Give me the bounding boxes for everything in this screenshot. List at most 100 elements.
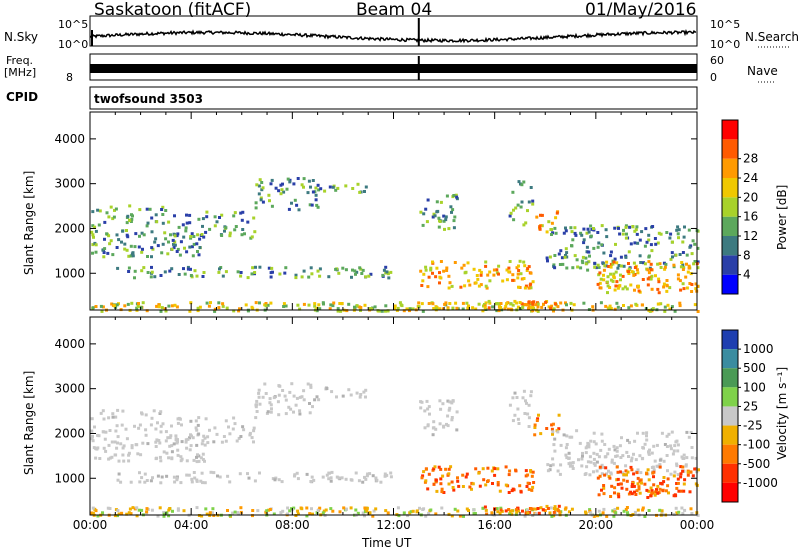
power-echo-cell <box>237 309 241 313</box>
velocity-echo-cell <box>570 507 574 511</box>
velocity-echo-cell <box>546 507 550 510</box>
velocity-echo-cell <box>226 474 230 478</box>
cpid-panel-frame <box>89 86 698 110</box>
power-echo-cell <box>605 260 609 264</box>
velocity-echo-cell <box>607 469 610 473</box>
power-echo-cell <box>127 270 131 273</box>
velocity-echo-cell <box>350 478 354 482</box>
velocity-echo-cell <box>604 466 608 470</box>
power-echo-cell <box>318 267 322 271</box>
power-echo-cell <box>443 227 446 231</box>
velocity-echo-cell <box>646 496 650 499</box>
velocity-echo-cell <box>504 465 508 469</box>
power-echo-cell <box>318 307 322 311</box>
power-echo-cell <box>604 228 608 232</box>
velocity-echo-cell <box>253 479 257 483</box>
power-echo-cell <box>92 235 95 239</box>
velocity-echo-cell <box>450 514 454 518</box>
power-echo-cell <box>442 269 446 273</box>
power-echo-cell <box>609 306 613 310</box>
power-echo-cell <box>94 305 98 308</box>
velocity-echo-cell <box>265 411 269 415</box>
velocity-echo-cell <box>521 509 524 513</box>
velocity-cbar-swatch <box>722 425 738 445</box>
velocity-echo-cell <box>677 510 681 514</box>
power-echo-cell <box>250 235 254 239</box>
velocity-echo-cell <box>309 383 313 387</box>
power-echo-cell <box>640 230 644 234</box>
power-echo-cell <box>551 231 555 235</box>
power-echo-cell <box>627 272 631 275</box>
power-echo-cell <box>609 278 613 282</box>
velocity-echo-cell <box>252 429 256 433</box>
power-echo-cell <box>91 224 95 228</box>
velocity-echo-cell <box>327 471 331 475</box>
velocity-echo-cell <box>551 422 555 426</box>
velocity-echo-cell <box>627 455 630 458</box>
velocity-cbar-swatch <box>722 349 738 369</box>
velocity-echo-cell <box>251 509 255 512</box>
velocity-echo-cell <box>636 468 640 472</box>
velocity-echo-cell <box>690 446 694 449</box>
power-echo-cell <box>678 301 682 305</box>
power-echo-cell <box>481 309 485 313</box>
power-echo-cell <box>531 199 535 203</box>
velocity-echo-cell <box>311 405 314 409</box>
power-echo-cell <box>479 273 483 277</box>
power-echo-cell <box>548 255 552 259</box>
power-echo-cell <box>474 281 478 285</box>
power-echo-cell <box>531 280 535 284</box>
velocity-echo-cell <box>324 508 328 512</box>
power-echo-cell <box>434 275 438 279</box>
power-echo-cell <box>294 273 298 277</box>
velocity-echo-cell <box>170 444 174 448</box>
power-echo-cell <box>396 306 400 310</box>
power-echo-cell <box>355 270 359 274</box>
power-echo-cell <box>622 228 625 232</box>
velocity-echo-cell <box>168 436 172 440</box>
power-echo-cell <box>189 236 193 240</box>
x-tick-label: 12:00 <box>376 518 411 532</box>
power-echo-cell <box>270 204 274 208</box>
velocity-echo-cell <box>531 507 535 511</box>
power-echo-cell <box>218 216 221 219</box>
velocity-echo-cell <box>203 443 207 447</box>
velocity-echo-cell <box>666 484 670 488</box>
velocity-echo-cell <box>342 506 346 510</box>
power-echo-cell <box>520 302 524 306</box>
velocity-echo-cell <box>222 435 226 438</box>
power-echo-cell <box>602 268 606 272</box>
velocity-echo-cell <box>203 436 207 440</box>
velocity-echo-cell <box>666 469 669 473</box>
power-echo-cell <box>431 302 435 306</box>
velocity-echo-cell <box>133 424 136 428</box>
power-echo-cell <box>264 302 268 305</box>
power-echo-cell <box>569 226 573 230</box>
velocity-echo-cell <box>108 507 112 510</box>
velocity-echo-cell <box>697 468 700 472</box>
power-ytick-label: 4000 <box>54 132 85 146</box>
velocity-echo-cell <box>211 507 215 511</box>
power-echo-cell <box>628 267 631 271</box>
power-echo-cell <box>542 302 545 306</box>
power-echo-cell <box>694 282 698 286</box>
power-echo-cell <box>246 309 250 313</box>
power-echo-cell <box>636 271 640 275</box>
nave-tick-top: 60 <box>710 54 724 67</box>
velocity-echo-cell <box>145 479 149 482</box>
power-echo-cell <box>688 282 692 285</box>
velocity-echo-cell <box>179 481 183 485</box>
nsky-label: N.Sky <box>4 30 39 44</box>
power-echo-cell <box>633 229 637 233</box>
velocity-echo-cell <box>426 487 430 491</box>
power-echo-cell <box>693 242 697 246</box>
power-echo-cell <box>651 307 655 311</box>
power-echo-cell <box>684 275 688 279</box>
power-echo-cell <box>198 237 202 241</box>
velocity-echo-cell <box>177 416 181 420</box>
velocity-echo-cell <box>344 507 348 511</box>
power-echo-cell <box>331 185 335 189</box>
velocity-echo-cell <box>568 464 572 468</box>
power-echo-cell <box>196 309 200 313</box>
velocity-echo-cell <box>669 444 673 448</box>
